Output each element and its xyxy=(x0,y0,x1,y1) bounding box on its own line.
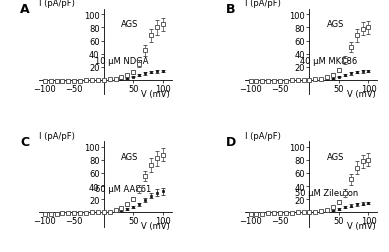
Text: I (pA/pF): I (pA/pF) xyxy=(39,0,75,8)
Text: AGS: AGS xyxy=(121,20,138,29)
Text: AGS: AGS xyxy=(327,152,344,161)
Text: I (pA/pF): I (pA/pF) xyxy=(39,131,75,140)
Text: A: A xyxy=(20,3,30,16)
Text: 40 μM MK886: 40 μM MK886 xyxy=(300,57,357,66)
Text: 10 μM NDGA: 10 μM NDGA xyxy=(95,57,148,66)
Text: V (mV): V (mV) xyxy=(347,222,375,231)
Text: 60 μM AA861: 60 μM AA861 xyxy=(95,184,151,193)
Text: D: D xyxy=(226,135,236,148)
Text: C: C xyxy=(20,135,30,148)
Text: V (mV): V (mV) xyxy=(347,90,375,99)
Text: AGS: AGS xyxy=(121,152,138,161)
Text: 50 μM Zileuton: 50 μM Zileuton xyxy=(295,188,358,198)
Text: V (mV): V (mV) xyxy=(141,222,170,231)
Text: I (pA/pF): I (pA/pF) xyxy=(245,0,280,8)
Text: AGS: AGS xyxy=(327,20,344,29)
Text: I (pA/pF): I (pA/pF) xyxy=(245,131,280,140)
Text: B: B xyxy=(226,3,235,16)
Text: V (mV): V (mV) xyxy=(141,90,170,99)
